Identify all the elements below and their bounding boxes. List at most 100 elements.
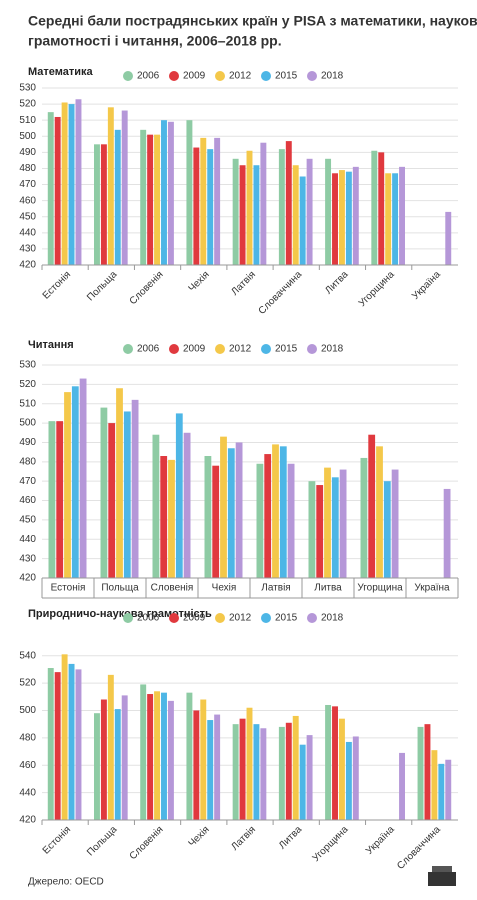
bar [292, 165, 299, 265]
x-tick-label: Чехія [212, 583, 237, 594]
x-tick-label: Литва [323, 269, 351, 297]
bar [443, 488, 451, 578]
y-tick-label: 500 [19, 418, 36, 429]
bar [193, 147, 200, 265]
bar [100, 144, 107, 265]
y-tick-label: 490 [19, 147, 36, 158]
x-tick-label: Польща [85, 269, 120, 304]
y-tick-label: 510 [19, 398, 36, 409]
bar [378, 152, 385, 265]
bar [383, 481, 391, 578]
x-tick-label: Литва [314, 583, 342, 594]
bar [431, 750, 438, 820]
y-tick-label: 420 [19, 573, 36, 584]
bar [376, 446, 383, 578]
bar [227, 448, 235, 578]
y-tick-label: 460 [19, 495, 36, 506]
legend-swatch [215, 344, 225, 354]
x-tick-label: Чехія [187, 824, 212, 849]
chart-title: Математика [28, 66, 94, 78]
x-tick-label: Угорщина [311, 824, 351, 864]
bar [54, 672, 61, 820]
bar [175, 413, 183, 578]
bar [345, 741, 352, 820]
y-tick-label: 430 [19, 244, 36, 255]
bar [200, 699, 207, 820]
bar [154, 691, 161, 820]
bar [345, 171, 352, 265]
bar [256, 463, 264, 578]
bar [324, 467, 331, 578]
bar [121, 695, 128, 820]
legend-label: 2012 [229, 344, 252, 355]
x-tick-label: Польща [85, 824, 120, 859]
x-tick-label: Латвія [261, 583, 290, 594]
bar [48, 421, 56, 578]
x-tick-label: Словенія [128, 824, 166, 862]
bar [100, 699, 107, 820]
legend-label: 2009 [183, 71, 206, 82]
bar [167, 700, 174, 820]
y-tick-label: 450 [19, 515, 36, 526]
bar [116, 388, 123, 578]
bar [272, 444, 279, 578]
bar [332, 706, 338, 820]
bar [193, 710, 200, 820]
bar [121, 110, 128, 265]
y-tick-label: 490 [19, 437, 36, 448]
bar [204, 456, 212, 578]
bar [392, 173, 399, 265]
y-tick-label: 470 [19, 476, 36, 487]
bar [212, 465, 220, 578]
bar [114, 709, 121, 820]
bar [214, 137, 221, 265]
legend-swatch [307, 71, 317, 81]
legend-swatch [261, 344, 271, 354]
x-tick-label: Латвія [229, 269, 258, 298]
x-tick-label: Словенія [128, 269, 166, 307]
y-tick-label: 420 [19, 260, 36, 271]
x-tick-label: Україна [364, 824, 397, 857]
legend-label: 2018 [321, 71, 344, 82]
bar [332, 173, 338, 265]
x-tick-label: Словаччина [395, 824, 443, 872]
bar [368, 434, 376, 578]
chart-title: Читання [28, 339, 74, 351]
bar [56, 421, 64, 578]
bar [371, 150, 378, 265]
bar [285, 141, 292, 265]
bar [232, 158, 239, 265]
legend-swatch [123, 613, 133, 623]
bar [161, 120, 167, 265]
bar [325, 704, 332, 820]
bar [306, 158, 313, 265]
bar [207, 720, 214, 820]
bar [68, 104, 75, 265]
bar [325, 158, 332, 265]
bar [339, 469, 347, 578]
bar [306, 735, 313, 820]
bar [186, 120, 193, 265]
bar [239, 718, 246, 820]
bar [399, 752, 405, 820]
y-tick-label: 540 [19, 650, 36, 661]
bar [253, 724, 260, 820]
legend-label: 2015 [275, 71, 298, 82]
bar [438, 763, 445, 820]
legend-label: 2018 [321, 613, 344, 624]
bar [147, 134, 154, 265]
bar [168, 459, 175, 578]
legend-label: 2009 [183, 344, 206, 355]
y-tick-label: 480 [19, 456, 36, 467]
bar [220, 436, 227, 578]
legend-label: 2018 [321, 344, 344, 355]
legend-label: 2006 [137, 71, 160, 82]
legend-swatch [169, 613, 179, 623]
bar [214, 714, 221, 820]
legend-swatch [307, 344, 317, 354]
bar [399, 166, 405, 265]
legend-swatch [261, 71, 271, 81]
bar [154, 134, 161, 265]
bar [235, 442, 243, 578]
legend-label: 2006 [137, 344, 160, 355]
